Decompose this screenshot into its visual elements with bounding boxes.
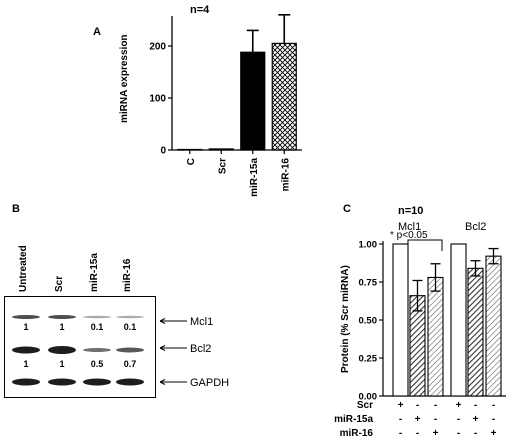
panel-c-condition-sign: - <box>399 428 402 439</box>
panel-c-condition-label: miR-15a <box>334 414 373 425</box>
panel-c-letter: C <box>343 203 351 215</box>
panel-c-condition-sign: + <box>433 428 439 439</box>
blot-band <box>83 378 111 386</box>
panel-c-bar <box>485 255 502 397</box>
panel-c-condition-sign: - <box>492 400 495 411</box>
panel-c-bar <box>427 276 444 397</box>
blot-lane-label: miR-16 <box>122 258 133 292</box>
panel-c-significance: * p<0.05 <box>390 230 428 241</box>
panel-c-condition-sign: + <box>456 400 462 411</box>
panel-a-category-label: C <box>186 158 197 165</box>
blot-quant-value: 1 <box>59 322 64 332</box>
blot-row-label: GAPDH <box>190 377 229 389</box>
panel-c-annotation: n=10 <box>398 205 423 217</box>
panel-c-bar <box>467 267 484 397</box>
blot-arrowhead <box>159 345 166 351</box>
blot-band <box>83 315 111 319</box>
panel-c-sig-bracket <box>407 239 443 251</box>
panel-a-ytick-label: 200 <box>149 42 166 53</box>
blot-arrowhead <box>159 318 166 324</box>
panel-a-annotation: n=4 <box>190 4 210 16</box>
panel-c-condition-sign: - <box>434 400 437 411</box>
blot-lane-label: Scr <box>54 276 65 292</box>
panel-c-group-label: Mcl1 <box>398 221 421 233</box>
blot-quant-value: 0.5 <box>91 359 104 369</box>
panel-a-ytick-label: 0 <box>160 146 166 157</box>
panel-c-condition-label: Scr <box>357 400 373 411</box>
blot-band <box>48 378 76 386</box>
blot-band <box>116 315 144 319</box>
blot-quant-value: 0.1 <box>124 322 137 332</box>
panel-c-bar <box>450 243 467 397</box>
blot-band <box>12 315 40 319</box>
panel-c-condition-sign: - <box>434 414 437 425</box>
blot-quant-value: 0.1 <box>91 322 104 332</box>
panel-c-group-label: Bcl2 <box>465 221 486 233</box>
panel-a-ytick-label: 100 <box>149 94 166 105</box>
panel-c-condition-sign: + <box>398 400 404 411</box>
blot-row-label: Mcl1 <box>190 316 213 328</box>
panel-c-condition-sign: + <box>473 414 479 425</box>
panel-c-condition-label: miR-16 <box>340 428 374 439</box>
panel-b-letter: B <box>12 203 20 215</box>
panel-c-condition-sign: + <box>491 428 497 439</box>
panel-a-category-label: miR-16 <box>280 158 291 192</box>
blot-band <box>83 348 111 352</box>
blot-band <box>12 378 40 386</box>
panel-c-ylabel: Protein (% Scr miRNA) <box>340 265 351 373</box>
panel-c-condition-sign: + <box>415 414 421 425</box>
blot-band <box>48 315 76 319</box>
blot-band <box>48 346 76 354</box>
blot-lane-label: miR-15a <box>89 253 100 292</box>
panel-c-condition-sign: - <box>457 428 460 439</box>
panel-c-condition-sign: - <box>399 414 402 425</box>
panel-c-condition-sign: - <box>474 428 477 439</box>
blot-quant-value: 1 <box>23 322 28 332</box>
panel-c-condition-sign: - <box>416 400 419 411</box>
panel-c-condition-sign: - <box>416 428 419 439</box>
panel-c-ytick-label: 0.25 <box>359 354 378 365</box>
blot-arrowhead <box>159 379 166 385</box>
blot-lane-label: Untreated <box>18 245 29 292</box>
panel-c-ytick-label: 1.00 <box>359 240 378 251</box>
blot-band <box>12 346 40 354</box>
panel-a-category-label: miR-15a <box>249 158 260 197</box>
blot-quant-value: 0.7 <box>124 359 137 369</box>
panel-c-bar <box>392 243 409 397</box>
blot-quant-value: 1 <box>59 359 64 369</box>
blot-row-label: Bcl2 <box>190 343 211 355</box>
blot-band <box>116 347 144 353</box>
panel-c-condition-sign: - <box>457 414 460 425</box>
panel-a-category-label: Scr <box>217 158 228 174</box>
blot-band <box>116 378 144 386</box>
panel-c-condition-sign: - <box>474 400 477 411</box>
panel-a-letter: A <box>93 26 101 38</box>
panel-a-bar <box>271 42 297 151</box>
panel-c-ytick-label: 0.00 <box>359 392 378 403</box>
blot-quant-value: 1 <box>23 359 28 369</box>
panel-c-ytick-label: 0.50 <box>359 316 378 327</box>
panel-c-condition-sign: - <box>492 414 495 425</box>
panel-c-ytick-label: 0.75 <box>359 278 378 289</box>
